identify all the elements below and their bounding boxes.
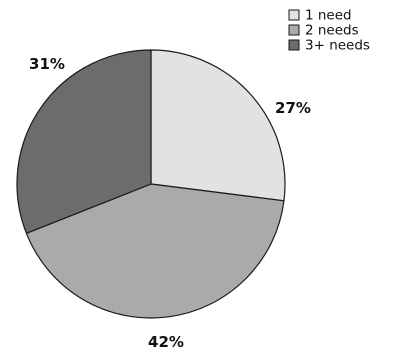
- legend-label-2: 2 needs: [305, 23, 359, 39]
- legend-swatch-1: [288, 9, 300, 21]
- percentage-labels: 27% 42% 31%: [29, 55, 311, 349]
- legend-swatch-2: [288, 24, 300, 36]
- slice-percentage-label-1: 27%: [275, 99, 311, 117]
- pie-slice-2: [25, 183, 285, 319]
- legend-label-1: 1 need: [305, 8, 352, 24]
- slice-percentage-label-3: 31%: [29, 55, 65, 73]
- legend-swatch-3: [288, 39, 300, 51]
- pie-slice-3: [16, 49, 152, 234]
- legend-label-3: 3+ needs: [305, 38, 370, 54]
- slice-percentage-label-2: 42%: [148, 333, 184, 349]
- pie-slice-1: [150, 49, 286, 202]
- pie-slices: [16, 49, 286, 319]
